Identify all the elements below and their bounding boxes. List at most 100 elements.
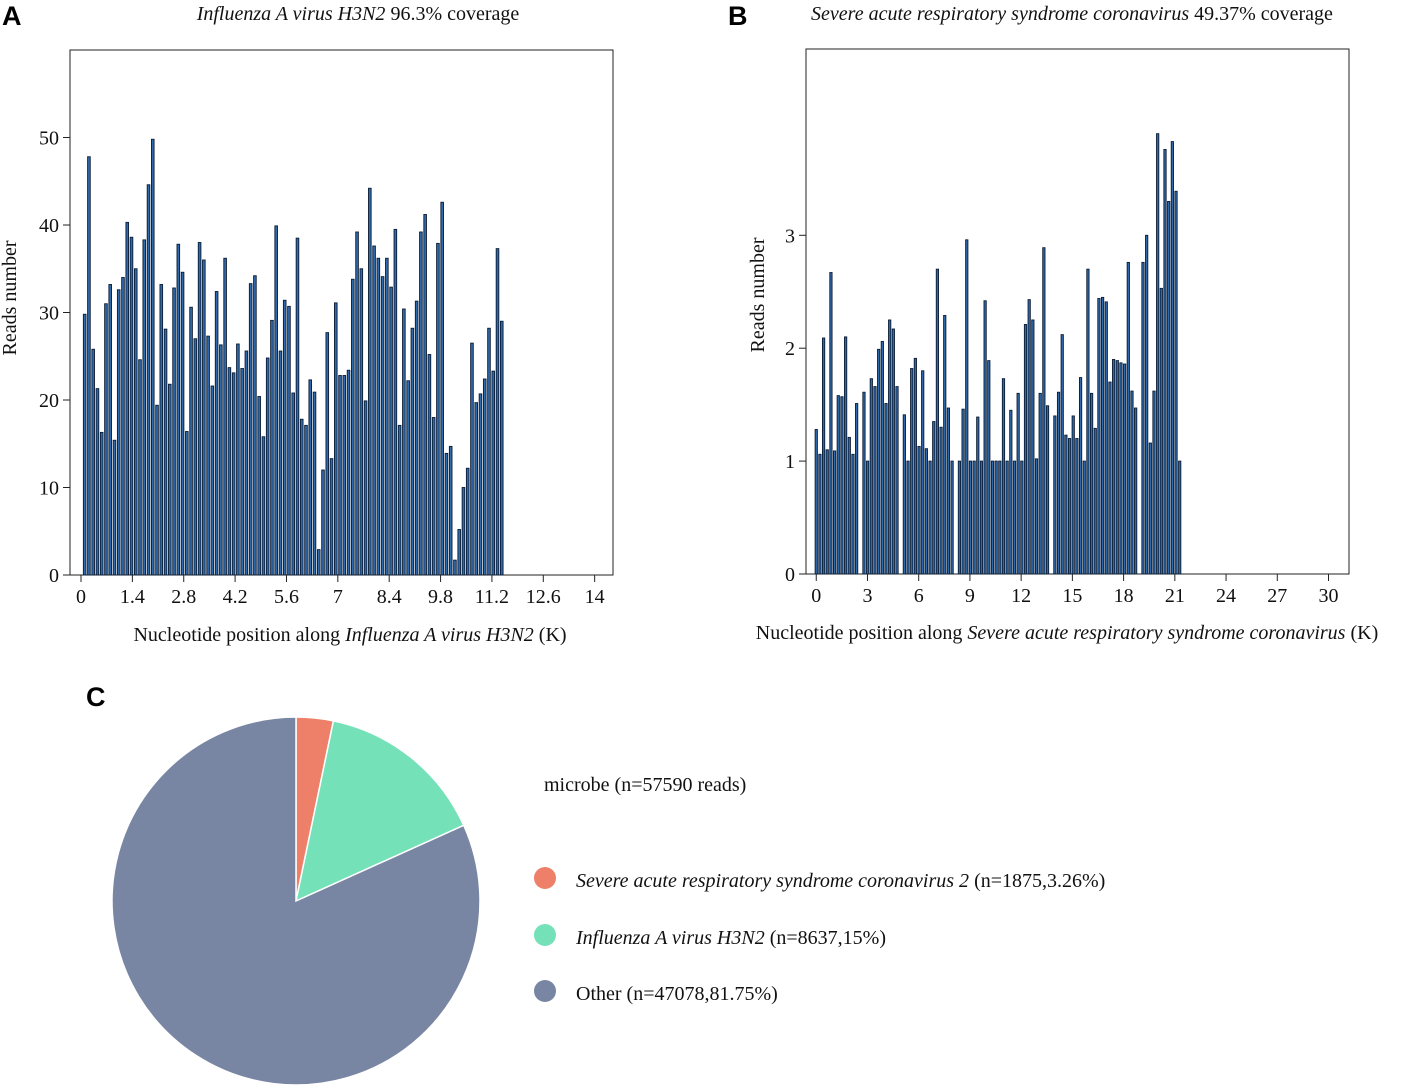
bar	[1045, 405, 1050, 575]
y-tick-label: 10	[39, 478, 59, 500]
bar	[312, 391, 317, 576]
x-tick-label: 6	[914, 585, 924, 607]
bar	[840, 396, 844, 575]
bar	[855, 403, 859, 575]
bar	[402, 308, 406, 576]
bar	[240, 368, 244, 576]
bar	[270, 319, 274, 576]
bar	[482, 378, 487, 576]
bar	[1005, 460, 1009, 575]
bar	[935, 268, 939, 575]
bar	[397, 424, 402, 576]
bar	[138, 359, 142, 576]
bar	[1141, 261, 1145, 575]
bar	[104, 303, 108, 576]
bar	[376, 257, 381, 576]
bar	[355, 231, 359, 576]
y-tick-label: 2	[785, 338, 795, 360]
bar	[159, 284, 164, 576]
bar	[116, 289, 121, 576]
bar	[253, 275, 257, 576]
bar	[393, 228, 398, 576]
bar	[1148, 442, 1152, 575]
bar	[939, 426, 943, 575]
bar	[1034, 458, 1039, 575]
bar	[1001, 378, 1006, 575]
panel-a-xlabel: Nucleotide position along Influenza A vi…	[133, 624, 566, 646]
bar	[206, 335, 210, 576]
bar	[257, 396, 261, 576]
x-tick-label: 8.4	[377, 586, 402, 608]
bar	[983, 300, 987, 575]
bar	[1053, 415, 1057, 575]
bar	[363, 400, 368, 576]
bar	[99, 431, 104, 576]
pie-slice-flu	[294, 719, 465, 903]
bar	[968, 460, 973, 575]
bar	[248, 283, 253, 576]
bar	[359, 268, 364, 576]
bar	[921, 370, 925, 575]
bar	[261, 436, 266, 576]
bar	[410, 327, 415, 576]
bar	[979, 460, 984, 575]
bar	[1174, 190, 1178, 575]
bar	[346, 369, 351, 576]
bar	[1178, 460, 1182, 575]
bar	[990, 460, 995, 575]
bar	[193, 338, 198, 576]
bar	[155, 404, 159, 576]
bar	[1012, 460, 1017, 575]
bar	[822, 337, 826, 575]
panel-b: B Severe acute respiratory syndrome coro…	[728, 1, 1378, 644]
bar	[491, 370, 496, 576]
bar	[818, 453, 822, 575]
bar	[873, 386, 877, 575]
bar	[474, 402, 478, 576]
panel-b-letter: B	[728, 1, 748, 31]
bar	[414, 300, 419, 576]
bar	[880, 340, 884, 575]
y-tick-label: 40	[39, 215, 59, 237]
bar	[214, 291, 219, 576]
legend-label-sars: Severe acute respiratory syndrome corona…	[576, 870, 1105, 892]
bar	[895, 386, 899, 575]
panel-b-x-axis: 0 3 6 9 12 15 18 21 24 27 30	[811, 574, 1339, 607]
bar	[1020, 460, 1024, 575]
bar	[189, 306, 193, 576]
bar	[862, 391, 866, 575]
bar	[1115, 360, 1119, 575]
bar	[987, 360, 991, 575]
bar	[877, 348, 881, 575]
bar	[176, 243, 181, 576]
bar	[129, 236, 134, 576]
bar	[814, 429, 818, 575]
x-tick-label: 18	[1114, 585, 1134, 607]
bar	[385, 257, 389, 576]
bar	[1123, 363, 1127, 575]
bar	[133, 268, 138, 576]
bar	[150, 138, 155, 576]
bar	[1064, 434, 1068, 575]
bar	[1130, 390, 1134, 575]
bar	[976, 416, 980, 575]
bar	[457, 529, 461, 576]
bar	[274, 225, 278, 576]
bar	[351, 278, 355, 576]
pie-slice-other	[111, 716, 481, 1086]
panel-c: C microbe (n=57590 reads) Severe acute r…	[86, 682, 1105, 1086]
bar	[82, 313, 87, 576]
bar	[146, 184, 151, 576]
bar	[419, 231, 423, 576]
bar	[1067, 438, 1072, 575]
bar	[231, 372, 236, 576]
bar	[825, 449, 829, 575]
bar	[321, 469, 325, 576]
bar	[163, 328, 168, 576]
bar	[1038, 392, 1042, 575]
bar	[108, 284, 112, 576]
legend-label-other: Other (n=47078,81.75%)	[576, 983, 778, 1005]
bar	[1152, 390, 1156, 575]
bar	[299, 418, 304, 576]
bar	[1104, 301, 1108, 575]
